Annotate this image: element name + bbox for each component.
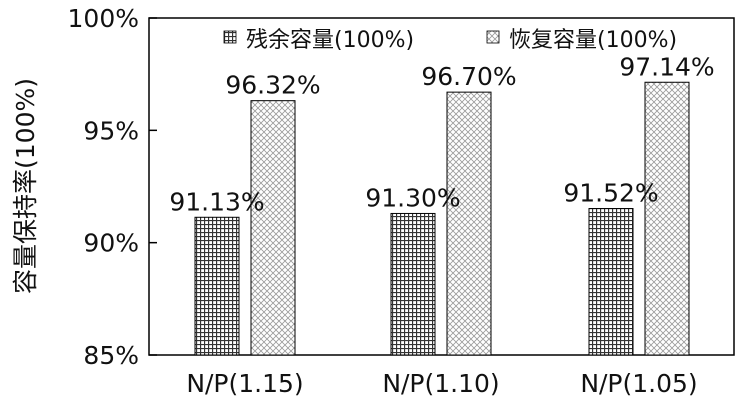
bar-value-label: 91.52% [563, 179, 658, 208]
plot-area [148, 17, 735, 356]
y-tick-label: 85% [83, 341, 139, 370]
legend: 残余容量(100%) 恢复容量(100%) [223, 28, 677, 53]
y-tick-label: 100% [68, 4, 139, 33]
bar-value-label: 97.14% [619, 52, 714, 81]
bar-recovery-2 [446, 91, 492, 356]
bars [194, 81, 690, 356]
bar-recovery-1 [250, 100, 296, 356]
bar-value-label: 96.32% [225, 71, 320, 100]
x-axis: N/P(1.15) N/P(1.10) N/P(1.05) [186, 369, 697, 398]
bar-value-label: 96.70% [421, 62, 516, 91]
bar-residual-2 [390, 212, 436, 356]
legend-swatch-recovery [486, 30, 500, 44]
bar-residual-3 [588, 208, 634, 356]
y-axis-label: 容量保持率(100%) [11, 78, 40, 294]
bar-value-label: 91.13% [169, 187, 264, 216]
legend-label-residual: 残余容量(100%) [246, 28, 414, 53]
bar-value-label: 91.30% [365, 183, 460, 212]
x-tick-label: N/P(1.15) [186, 369, 303, 398]
x-tick-label: N/P(1.10) [382, 369, 499, 398]
y-tick-label: 95% [83, 116, 139, 145]
bar-residual-1 [194, 216, 240, 356]
bar-recovery-3 [644, 81, 690, 356]
y-axis: 85% 90% 95% 100% [68, 4, 157, 370]
y-tick-label: 90% [83, 229, 139, 258]
x-tick-label: N/P(1.05) [580, 369, 697, 398]
legend-swatch-residual [223, 30, 237, 44]
value-labels: 91.13% 96.32% 91.30% 96.70% 91.52% 97.14% [169, 52, 714, 216]
legend-label-recovery: 恢复容量(100%) [509, 28, 677, 53]
